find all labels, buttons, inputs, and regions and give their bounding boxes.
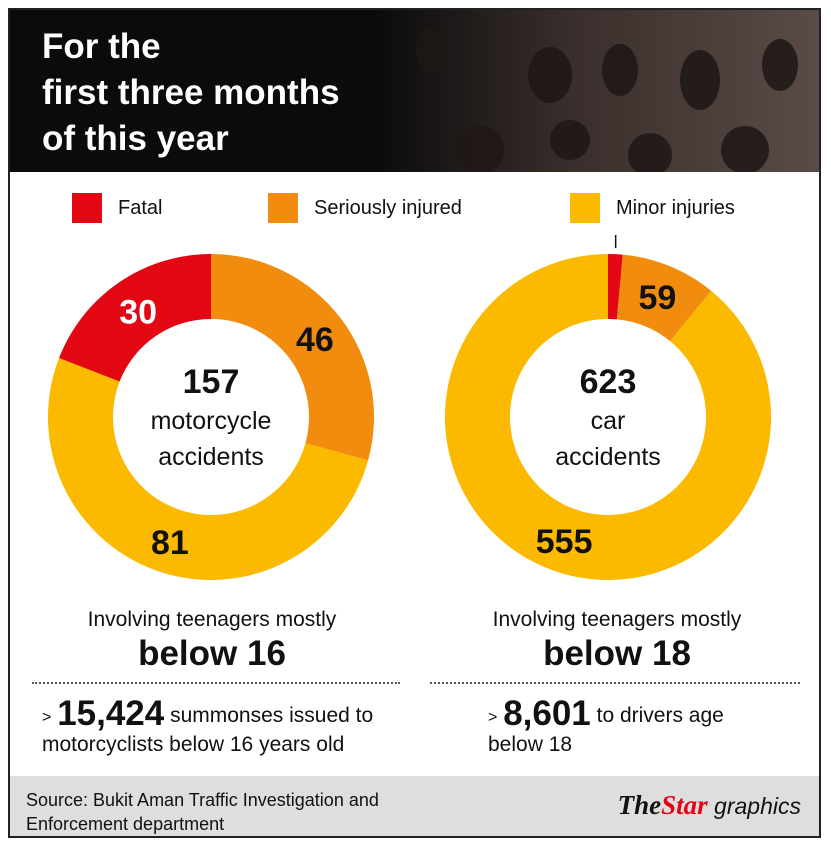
motorcycle-photo <box>10 10 819 172</box>
donut2-slice-seriously-injured <box>616 254 712 342</box>
left-stat: > 15,424 summonses issued to motorcyclis… <box>42 696 374 758</box>
donut2-center-line2: accidents <box>555 443 661 471</box>
legend-label-seriously-injured: Seriously injured <box>314 196 462 219</box>
donut2-label-fatal: 9 <box>537 235 556 242</box>
donut2-label-seriously-injured: 59 <box>638 279 676 317</box>
right-divider <box>430 682 800 684</box>
donut1-slice-minor-injuries <box>47 358 369 580</box>
footer: Source: Bukit Aman Traffic Investigation… <box>10 776 819 836</box>
right-caption: Involving teenagers mostly <box>492 608 742 631</box>
left-divider <box>32 682 400 684</box>
legend-item-fatal: Fatal <box>72 193 162 223</box>
donut-charts: 46 81 30 157 motorcycle accidents 9 59 555 623 car… <box>47 235 771 580</box>
donut1-slice-seriously-injured <box>211 254 375 461</box>
donut2-leader-line <box>614 235 617 249</box>
left-caption: Involving teenagers mostly <box>87 608 337 631</box>
donut1-center-line2: accidents <box>158 443 264 471</box>
donut2-slice-minor-injuries <box>444 254 771 580</box>
legend-label-minor-injuries: Minor injuries <box>616 196 735 219</box>
legend-swatch-minor-injuries <box>570 193 600 223</box>
legend-item-seriously-injured: Seriously injured <box>268 193 462 223</box>
right-stat-prefix: > <box>488 709 498 726</box>
legend: Fatal Seriously injured Minor injuries <box>10 185 819 229</box>
legend-swatch-seriously-injured <box>268 193 298 223</box>
left-stat-number: 15,424 <box>57 694 165 733</box>
donut1-label-minor-injuries: 81 <box>151 524 189 562</box>
right-stat-text: to drivers age <box>590 704 724 727</box>
donut2-center-total: 623 <box>580 363 637 401</box>
right-stat-text-line2: below 18 <box>488 733 573 756</box>
right-stat-number: 8,601 <box>503 694 591 733</box>
right-stat: > 8,601 to drivers age below 18 <box>488 696 724 758</box>
page-title: For the first three months of this year <box>42 27 340 158</box>
right-highlight: below 18 <box>543 634 691 673</box>
brand-the: The <box>617 790 662 820</box>
header-banner: For the first three months of this year <box>10 10 819 172</box>
donut2-label-minor-injuries: 555 <box>536 523 593 561</box>
infographic: For the first three months of this year … <box>8 8 821 838</box>
donut1-center-total: 157 <box>183 363 240 401</box>
brand-star: Star <box>661 790 708 820</box>
legend-swatch-fatal <box>72 193 102 223</box>
donut2-center-line1: car <box>591 407 626 435</box>
source-note: Source: Bukit Aman Traffic Investigation… <box>26 790 379 834</box>
legend-label-fatal: Fatal <box>118 196 163 219</box>
legend-item-minor-injuries: Minor injuries <box>570 193 735 223</box>
left-highlight: below 16 <box>138 634 286 673</box>
donut1-label-seriously-injured: 46 <box>296 321 334 359</box>
left-stat-prefix: > <box>42 709 52 726</box>
donut1-label-fatal: 30 <box>119 294 157 332</box>
donut2-slice-fatal <box>608 254 623 320</box>
brand-logo: TheStar graphics <box>618 790 801 821</box>
left-stat-text: summonses issued to <box>164 704 374 727</box>
brand-graphics: graphics <box>707 793 801 819</box>
donut1-slice-fatal <box>59 254 212 382</box>
left-stat-text-line2: motorcyclists below 16 years old <box>42 733 345 756</box>
donut1-center-line1: motorcycle <box>151 407 272 435</box>
